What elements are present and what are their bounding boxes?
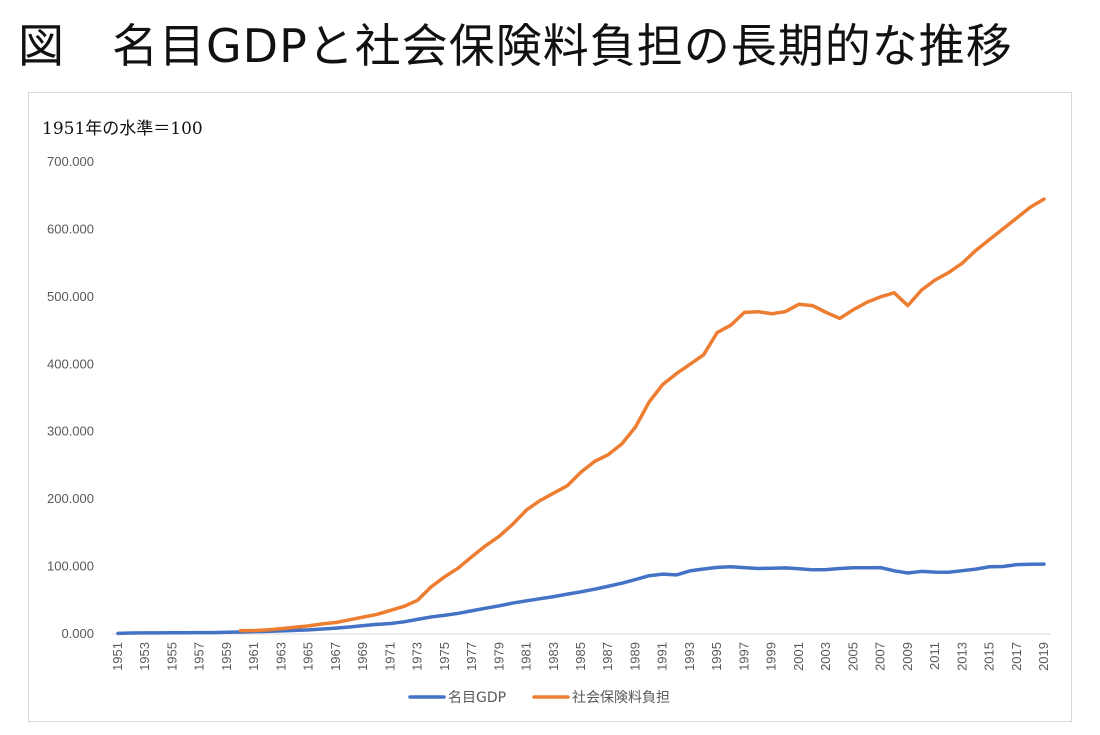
x-tick-label: 1953 [137,642,152,671]
legend-label-1: 名目GDP [448,690,506,706]
x-tick-label: 2019 [1036,642,1051,671]
x-tick-label: 1987 [600,642,615,671]
y-tick-label: 600.000 [47,221,94,236]
x-tick-label: 1965 [301,642,316,671]
x-tick-label: 2011 [927,642,942,670]
x-tick-label: 1985 [573,642,588,671]
chart-frame [28,92,1072,722]
x-tick-label: 1951 [110,642,125,671]
x-tick-label: 1973 [410,642,425,671]
y-tick-label: 0.000 [61,626,94,641]
x-tick-label: 1975 [437,642,452,671]
y-unit-label: 1951年の水準＝100 [42,119,203,139]
x-tick-label: 1959 [219,642,234,671]
y-tick-label: 500.000 [47,289,94,304]
series-line-2 [238,197,1046,633]
y-tick-label: 200.000 [47,491,94,506]
x-tick-label: 2007 [873,642,888,671]
x-tick-label: 2013 [954,642,969,671]
y-tick-label: 300.000 [47,424,94,439]
x-tick-label: 1995 [709,642,724,671]
x-tick-label: 2017 [1009,642,1024,671]
x-tick-label: 1967 [328,642,343,671]
y-tick-label: 100.000 [47,559,94,574]
x-tick-label: 2001 [791,642,806,671]
x-tick-label: 1999 [764,642,779,671]
x-tick-label: 1957 [192,642,207,671]
x-tick-label: 1991 [655,642,670,671]
x-tick-label: 1997 [736,642,751,671]
x-tick-label: 1983 [546,642,561,671]
chart-title: 図 名目GDPと社会保険料負担の長期的な推移 [18,19,1013,73]
x-tick-label: 1969 [355,642,370,671]
series-line-1 [116,562,1046,636]
y-tick-label: 700.000 [47,154,94,169]
legend-label-2: 社会保険料負担 [572,690,670,706]
x-tick-label: 1993 [682,642,697,671]
x-tick-label: 1961 [246,642,261,671]
x-tick-label: 1989 [627,642,642,671]
x-tick-label: 2015 [982,642,997,671]
x-tick-label: 2005 [845,642,860,671]
x-tick-label: 1979 [491,642,506,671]
x-tick-label: 1977 [464,642,479,671]
x-tick-label: 2003 [818,642,833,671]
x-tick-label: 1963 [273,642,288,671]
x-tick-label: 1971 [382,642,397,671]
y-tick-label: 400.000 [47,356,94,371]
x-tick-label: 1955 [164,642,179,671]
x-tick-label: 1981 [519,642,534,671]
x-tick-label: 2009 [900,642,915,671]
